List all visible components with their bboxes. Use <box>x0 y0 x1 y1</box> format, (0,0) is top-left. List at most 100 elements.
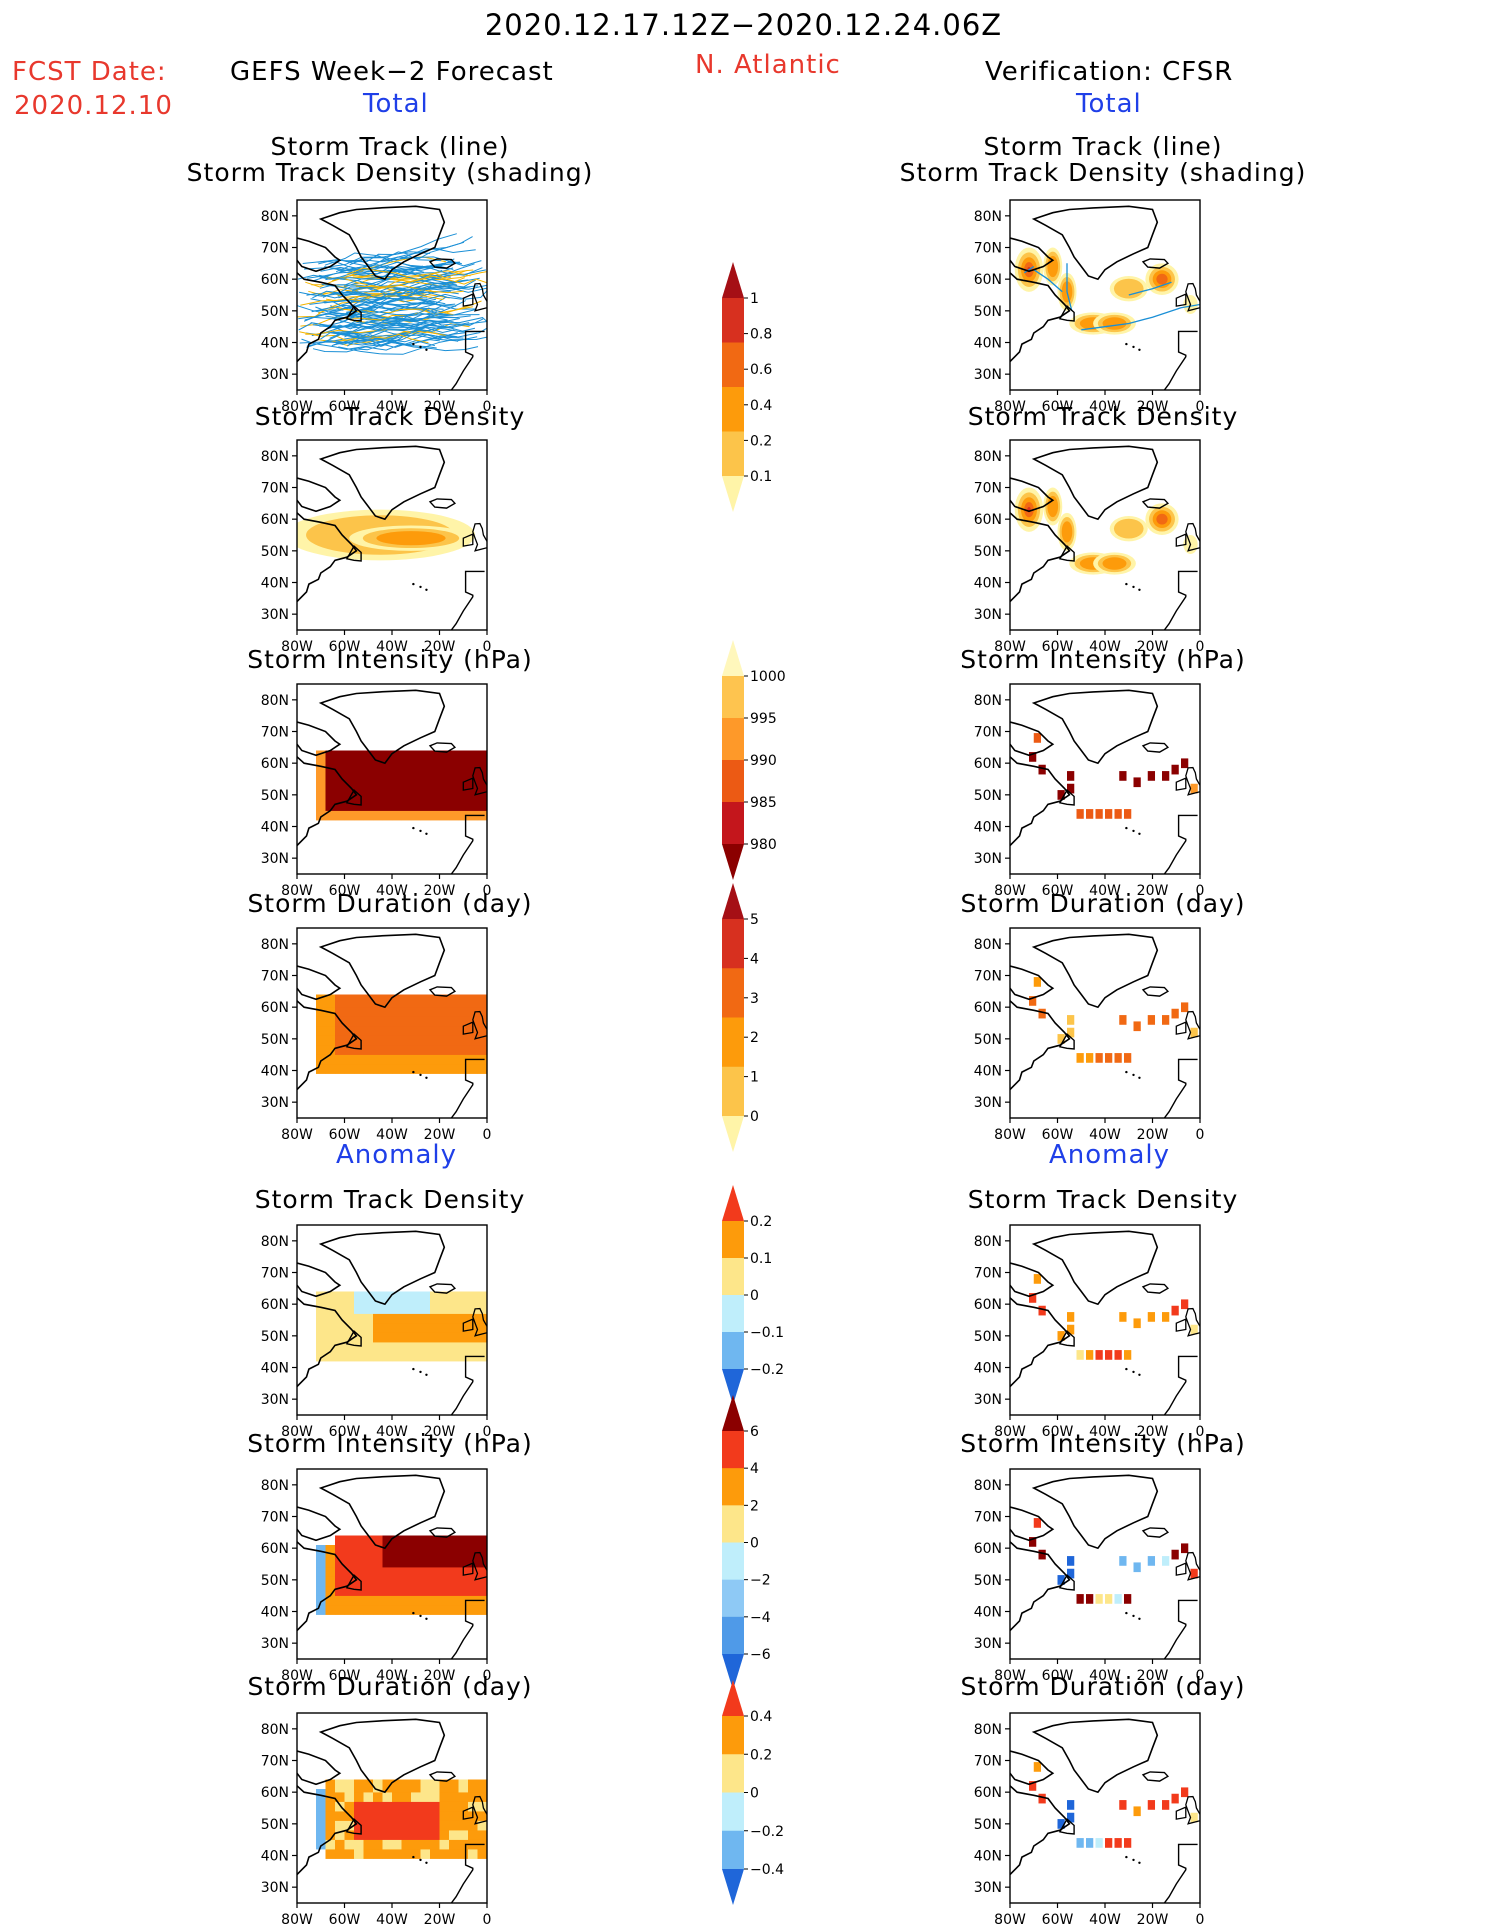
heatmap-cell <box>325 1061 336 1074</box>
heatmap-cell <box>1190 1027 1198 1038</box>
heatmap-cell <box>354 769 364 783</box>
heatmap-cell <box>411 779 421 792</box>
iberia-africa-coastline <box>450 814 485 874</box>
heatmap-cell <box>382 1348 393 1362</box>
heatmap-cell <box>411 1013 421 1027</box>
iberia-africa-coastline <box>450 1599 485 1659</box>
heatmap-cell <box>316 1554 326 1568</box>
heatmap-cell <box>1105 1350 1113 1360</box>
heatmap-cell <box>354 1320 364 1333</box>
heatmap-cell <box>430 760 440 773</box>
heatmap-cell <box>382 1023 393 1036</box>
lat-tick-label: 40N <box>974 1605 1002 1621</box>
heatmap-cell <box>439 1032 450 1046</box>
baffin-coastline <box>297 237 342 273</box>
lon-tick-label: 0 <box>483 1424 492 1440</box>
britain-coastline <box>1185 766 1200 796</box>
heatmap-cell <box>373 1827 383 1840</box>
lat-tick-label: 60N <box>974 1541 1002 1557</box>
heatmap-cell <box>468 1573 478 1587</box>
heatmap-cell <box>411 1592 421 1606</box>
heatmap-cell <box>401 1554 412 1568</box>
heatmap-cell <box>411 1564 421 1577</box>
colorbar-bottom-arrow <box>722 1116 744 1152</box>
heatmap-cell <box>325 1554 336 1568</box>
heatmap-cell <box>344 1535 355 1549</box>
baffin-coastline <box>297 1506 342 1542</box>
heatmap-cell <box>1171 1305 1179 1316</box>
lat-tick-label: 80N <box>974 693 1002 709</box>
heatmap-cell <box>439 750 450 764</box>
island-dot <box>425 588 428 591</box>
ireland-coastline <box>462 1021 474 1035</box>
heatmap-cell <box>458 1827 469 1840</box>
heatmap-cell <box>411 1301 421 1314</box>
heatmap-cell <box>354 760 364 773</box>
heatmap-cell <box>401 1329 412 1343</box>
heatmap-cell <box>316 1051 326 1065</box>
heatmap-cell <box>449 1564 459 1577</box>
lat-tick-label: 30N <box>261 1880 289 1896</box>
heatmap-cell <box>411 807 421 821</box>
heatmap-cell <box>420 1554 431 1568</box>
heatmap-cell <box>449 1320 459 1333</box>
heatmap-cell <box>468 1592 478 1606</box>
heatmap-cell <box>439 1291 450 1305</box>
heatmap-cell <box>1086 1053 1094 1063</box>
lon-tick-label: 80W <box>994 639 1026 655</box>
heatmap-cell <box>411 1320 421 1333</box>
heatmap-cell <box>1190 1812 1198 1823</box>
heatmap-cell <box>477 1817 487 1831</box>
heatmap-cell <box>1114 809 1122 819</box>
heatmap-cell <box>420 1348 431 1362</box>
heatmap-cell <box>458 1846 469 1859</box>
heatmap-cell <box>392 1061 402 1074</box>
heatmap-cell <box>449 1348 459 1362</box>
heatmap-cell <box>316 1329 326 1343</box>
island-dot <box>1132 345 1135 349</box>
heatmap-cell <box>439 1535 450 1549</box>
heatmap-cell <box>401 1339 412 1352</box>
iceland-coastline <box>1141 1771 1170 1782</box>
colorbar-segment <box>722 1616 744 1655</box>
heatmap-cell <box>363 1592 374 1606</box>
density-contour <box>1156 513 1168 525</box>
iberia-africa-coastline <box>1163 330 1198 390</box>
newfoundland-coastline <box>1058 1032 1075 1050</box>
right-density-anom-title: Storm Track Density <box>967 1185 1239 1214</box>
baffin-coastline <box>1010 477 1055 513</box>
heatmap-cell <box>449 1573 459 1587</box>
heatmap-cell <box>392 1846 402 1859</box>
lon-tick-label: 40W <box>376 399 408 415</box>
heatmap-cell <box>344 1013 355 1027</box>
heatmap-cell <box>354 1013 364 1027</box>
right-duration-anom-title: Storm Duration (day) <box>960 1672 1246 1701</box>
heatmap-cell <box>325 750 336 764</box>
lon-tick-label: 80W <box>994 1668 1026 1684</box>
heatmap-cell <box>1190 1568 1198 1579</box>
storm-track-line <box>298 314 412 330</box>
heatmap-cell <box>1086 1350 1094 1360</box>
right-column-title: Verification: CFSR <box>985 57 1234 87</box>
heatmap-cell <box>439 1348 450 1362</box>
heatmap-cell <box>449 769 459 783</box>
heatmap-cell <box>439 1827 450 1840</box>
heatmap-cell <box>420 788 431 802</box>
heatmap-cell <box>430 1602 440 1615</box>
colorbar-bottom-arrow <box>722 1869 744 1905</box>
heatmap-cell <box>468 1535 478 1549</box>
heatmap-cell <box>363 1042 374 1055</box>
heatmap-cell <box>1105 1053 1113 1063</box>
baffin-coastline <box>297 721 342 757</box>
island-dot <box>412 1070 415 1074</box>
heatmap-cell <box>325 994 336 1008</box>
heatmap-cell <box>458 1310 469 1324</box>
heatmap-cell <box>449 1535 459 1549</box>
cfsr-density-map: 80N 70N 60N 50N 40N 30N 80W 60W 40W 20W 0 <box>974 439 1204 655</box>
gefs-int-anom-map: 80N 70N 60N 50N 40N 30N 80W 60W 40W 20W 0 <box>261 1468 491 1684</box>
heatmap-cell <box>458 1535 469 1549</box>
heatmap-cell <box>316 1817 326 1831</box>
storm-track-line <box>339 308 477 323</box>
heatmap-cell <box>420 1042 431 1055</box>
heatmap-cell <box>382 1032 393 1046</box>
